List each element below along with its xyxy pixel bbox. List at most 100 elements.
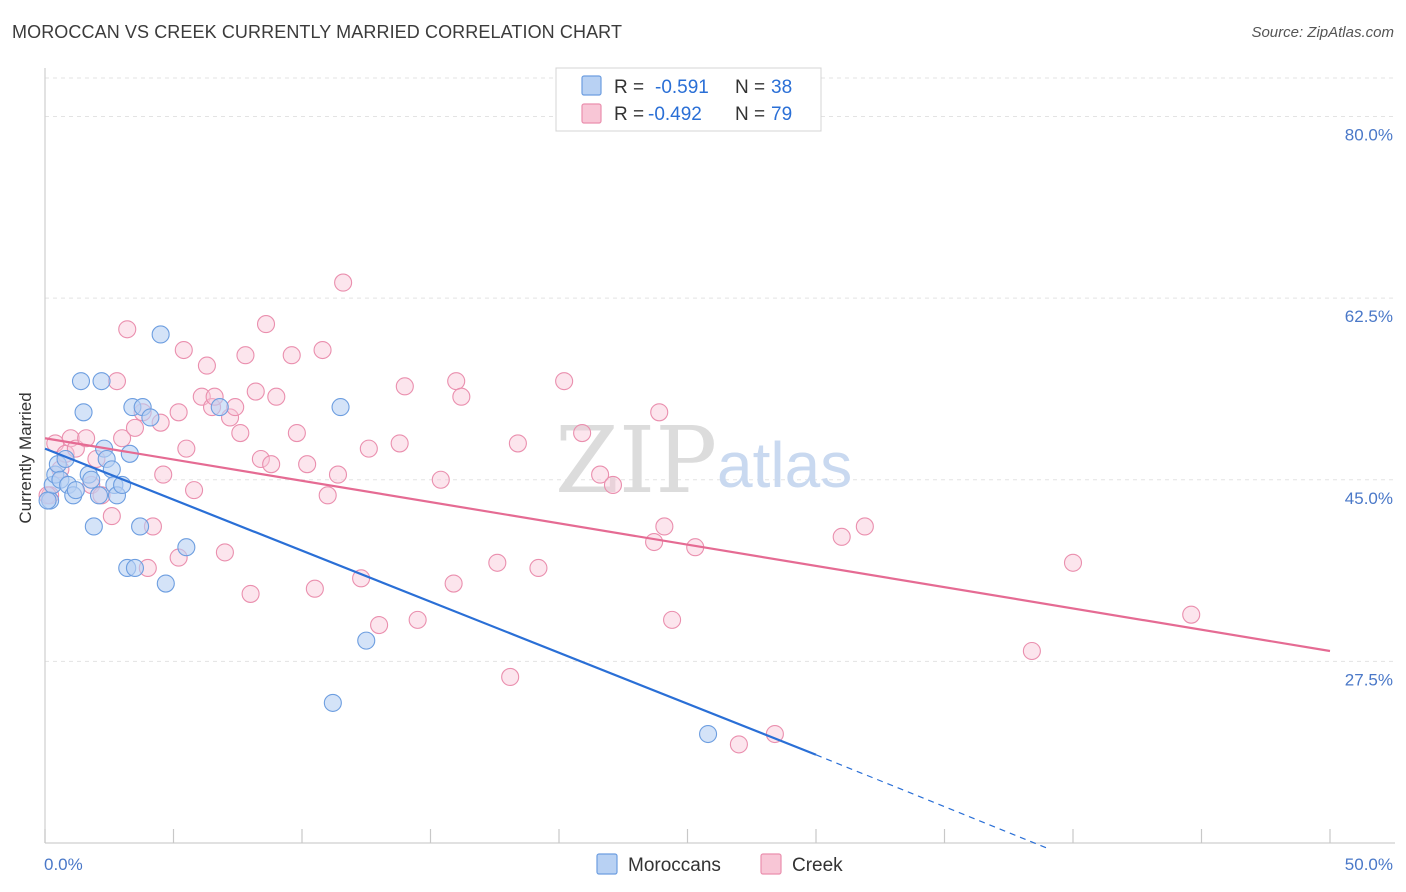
- moroccans-point: [89, 486, 109, 505]
- creek-point: [855, 517, 874, 536]
- creek-point: [118, 320, 137, 339]
- moroccans-point: [331, 398, 350, 417]
- creek-point: [267, 387, 286, 406]
- creek-point: [655, 517, 674, 536]
- chart-title: MOROCCAN VS CREEK CURRENTLY MARRIED CORR…: [12, 22, 623, 42]
- gridlines: [45, 77, 1395, 662]
- moroccans-point: [131, 517, 150, 536]
- y-tick-label: 45.0%: [1345, 489, 1393, 508]
- moroccans-point: [74, 403, 93, 422]
- series-legend: Moroccans Creek: [596, 853, 843, 876]
- legend-r-label: R =: [614, 77, 644, 98]
- creek-point: [591, 465, 610, 484]
- creek-point: [113, 429, 132, 448]
- creek-point: [1063, 553, 1083, 572]
- creek-point: [318, 486, 337, 505]
- creek-point: [452, 387, 471, 406]
- moroccans-point: [141, 408, 160, 427]
- moroccans-point: [323, 693, 342, 712]
- creek-point: [832, 527, 851, 546]
- creek-point: [226, 398, 245, 417]
- creek-trend-line: [44, 437, 1331, 653]
- creek-point: [444, 574, 463, 593]
- moroccans-point: [66, 481, 85, 500]
- creek-point: [508, 434, 527, 453]
- legend-n-value-creek: 79: [771, 104, 792, 125]
- tick-labels: 27.5% 45.0% 62.5% 80.0% 0.0% 50.0%: [44, 126, 1393, 874]
- moroccans-point: [125, 558, 144, 578]
- creek-point: [603, 475, 623, 494]
- legend-r-value-creek: -0.492: [648, 104, 702, 125]
- creek-point: [231, 424, 250, 443]
- moroccans-point: [71, 372, 91, 391]
- x-tick-label: 50.0%: [1345, 855, 1393, 874]
- creek-point: [262, 455, 281, 474]
- creek-point: [215, 543, 234, 562]
- moroccans-point: [699, 724, 718, 744]
- creek-point: [359, 439, 378, 458]
- watermark-zip: ZIP: [555, 407, 717, 514]
- creek-point: [1182, 605, 1201, 624]
- creek-point: [488, 553, 507, 572]
- creek-point: [573, 424, 592, 443]
- creek-point: [102, 507, 121, 526]
- creek-point: [395, 377, 414, 396]
- moroccans-point: [177, 538, 196, 557]
- creek-point: [77, 429, 96, 448]
- creek-point: [305, 579, 324, 598]
- moroccans-point: [38, 491, 57, 510]
- moroccans-point: [156, 574, 175, 593]
- moroccans-point: [357, 631, 376, 650]
- moroccans-point: [151, 325, 170, 344]
- source-label: Source: ZipAtlas.com: [1251, 24, 1394, 41]
- creek-point: [729, 735, 748, 754]
- creek-point: [663, 610, 682, 629]
- legend-swatch-creek: [581, 103, 602, 124]
- creek-point: [555, 372, 574, 391]
- creek-point: [256, 315, 276, 334]
- creek-point: [125, 418, 144, 437]
- creek-point: [328, 465, 348, 484]
- legend-r-value-moroccans: -0.591: [655, 77, 709, 98]
- y-tick-label: 27.5%: [1345, 670, 1393, 689]
- creek-point: [298, 455, 317, 474]
- creek-point: [236, 346, 255, 365]
- moroccans-point: [210, 398, 229, 417]
- bottom-legend-swatch-moroccans: [596, 853, 618, 875]
- creek-point: [650, 403, 669, 422]
- correlation-legend: R = -0.591 N = 38 R = -0.492 N = 79: [555, 67, 822, 132]
- y-tick-label: 62.5%: [1345, 307, 1393, 326]
- creek-point: [334, 273, 353, 292]
- watermark: ZIP atlas: [555, 407, 852, 514]
- creek-point: [185, 481, 204, 500]
- x-tick-label: 0.0%: [44, 855, 83, 874]
- moroccans-point: [92, 372, 111, 391]
- moroccans-trend-line: [44, 447, 817, 756]
- creek-point: [251, 449, 270, 469]
- creek-point: [177, 439, 196, 458]
- creek-point: [390, 434, 409, 453]
- moroccans-point: [84, 517, 103, 536]
- creek-point: [174, 340, 193, 360]
- legend-r-label-2: R =: [614, 104, 644, 125]
- bottom-legend-swatch-creek: [760, 853, 782, 875]
- watermark-atlas: atlas: [717, 429, 852, 501]
- legend-n-label-2: N =: [735, 104, 765, 125]
- creek-point: [287, 424, 306, 443]
- bottom-legend-label-moroccans: Moroccans: [628, 855, 721, 876]
- creek-point: [645, 532, 664, 552]
- y-tick-label: 80.0%: [1345, 126, 1393, 145]
- creek-point: [169, 403, 188, 422]
- axes: [44, 68, 1395, 844]
- creek-point: [241, 584, 260, 603]
- moroccans-trend-extension: [815, 754, 1048, 849]
- bottom-legend-label-creek: Creek: [792, 855, 843, 876]
- moroccans-point: [82, 470, 101, 489]
- legend-n-label: N =: [735, 77, 765, 98]
- creek-point: [313, 340, 332, 360]
- trend-lines: [44, 437, 1331, 849]
- creek-point: [370, 616, 389, 635]
- creek-point: [154, 465, 173, 484]
- creek-point: [431, 470, 450, 489]
